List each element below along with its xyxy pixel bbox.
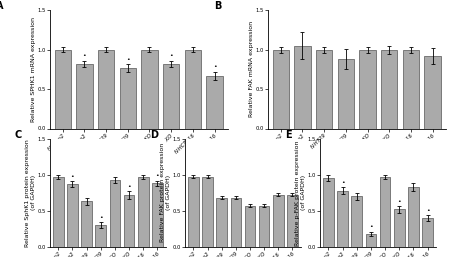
Bar bbox=[424, 56, 441, 128]
Bar bbox=[67, 184, 78, 247]
Bar bbox=[359, 50, 376, 128]
Y-axis label: Relative SphK1 protein expression
(of GAPDH): Relative SphK1 protein expression (of GA… bbox=[25, 139, 36, 247]
Bar bbox=[323, 178, 334, 247]
Bar bbox=[230, 198, 241, 247]
Y-axis label: Relative p-FAK protein expression
(of GAPDH): Relative p-FAK protein expression (of GA… bbox=[295, 140, 306, 245]
Bar bbox=[141, 50, 158, 128]
Bar bbox=[365, 234, 376, 247]
Bar bbox=[245, 206, 255, 247]
Y-axis label: Relative FAK mRNA expression: Relative FAK mRNA expression bbox=[249, 21, 254, 117]
Bar bbox=[394, 209, 405, 247]
Text: •: • bbox=[82, 53, 86, 58]
Bar bbox=[185, 50, 201, 128]
Bar bbox=[216, 198, 227, 247]
Bar bbox=[76, 64, 92, 128]
Bar bbox=[273, 195, 283, 247]
Bar bbox=[381, 50, 397, 128]
Bar bbox=[273, 50, 289, 128]
Bar bbox=[55, 50, 71, 128]
Bar bbox=[287, 195, 298, 247]
Bar bbox=[109, 180, 120, 247]
Y-axis label: Relative SPHK1 mRNA expression: Relative SPHK1 mRNA expression bbox=[31, 17, 36, 122]
Bar bbox=[408, 187, 419, 247]
Bar bbox=[124, 195, 135, 247]
Bar bbox=[152, 183, 163, 247]
Bar bbox=[316, 50, 332, 128]
Bar bbox=[138, 177, 148, 247]
Bar bbox=[202, 177, 213, 247]
Bar bbox=[259, 206, 270, 247]
Text: •: • bbox=[426, 208, 429, 213]
Text: A: A bbox=[0, 1, 4, 11]
Bar bbox=[206, 76, 223, 128]
Bar bbox=[337, 191, 348, 247]
Bar bbox=[98, 50, 114, 128]
Bar bbox=[95, 225, 106, 247]
Bar bbox=[380, 177, 391, 247]
Text: D: D bbox=[150, 130, 158, 140]
Text: •: • bbox=[213, 65, 217, 69]
Bar bbox=[188, 177, 199, 247]
Bar bbox=[163, 64, 179, 128]
Text: •: • bbox=[341, 180, 345, 185]
Bar bbox=[119, 68, 136, 128]
Text: •: • bbox=[369, 224, 373, 230]
Bar bbox=[351, 196, 362, 247]
Y-axis label: Relative FAK protein expression
(of GAPDH): Relative FAK protein expression (of GAPD… bbox=[160, 143, 171, 242]
Text: •: • bbox=[99, 215, 103, 220]
Text: •: • bbox=[155, 173, 159, 178]
Text: C: C bbox=[15, 130, 22, 140]
Bar bbox=[337, 59, 354, 128]
Text: B: B bbox=[214, 1, 222, 11]
Bar bbox=[403, 50, 419, 128]
Text: E: E bbox=[285, 130, 292, 140]
Bar bbox=[53, 177, 64, 247]
Text: •: • bbox=[127, 184, 131, 189]
Bar bbox=[81, 201, 92, 247]
Bar bbox=[422, 218, 433, 247]
Text: •: • bbox=[397, 199, 401, 204]
Text: •: • bbox=[126, 57, 130, 61]
Text: •: • bbox=[71, 174, 74, 179]
Text: •: • bbox=[169, 53, 173, 58]
Bar bbox=[294, 46, 310, 128]
